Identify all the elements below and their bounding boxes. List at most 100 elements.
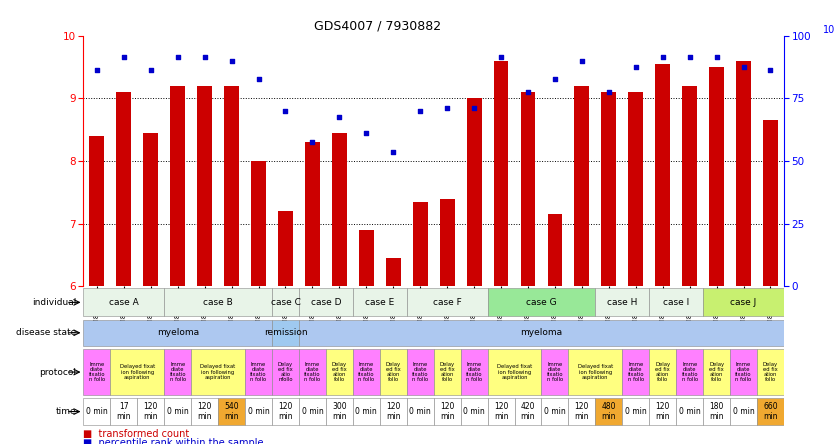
Text: Delay
ed fix
ation
follo: Delay ed fix ation follo (763, 362, 778, 382)
Text: Imme
diate
fixatio
n follo: Imme diate fixatio n follo (250, 362, 267, 382)
Bar (326, 398, 353, 425)
Text: Imme
diate
fixatio
n follo: Imme diate fixatio n follo (88, 362, 105, 382)
Bar (757, 398, 784, 425)
Bar (601, 92, 616, 286)
Bar (488, 398, 515, 425)
Bar (251, 161, 266, 286)
Bar (407, 398, 434, 425)
Text: case I: case I (663, 298, 690, 307)
Text: Imme
diate
fixatio
n follo: Imme diate fixatio n follo (169, 362, 186, 382)
Bar (649, 289, 703, 316)
Bar (386, 258, 400, 286)
Bar (83, 349, 110, 395)
Bar (649, 349, 676, 395)
Bar (299, 349, 326, 395)
Text: 0 min: 0 min (463, 407, 485, 416)
Text: 0 min: 0 min (302, 407, 324, 416)
Text: 120
min: 120 min (386, 402, 400, 421)
Point (737, 63, 751, 71)
Bar (299, 289, 353, 316)
Bar (703, 289, 784, 316)
Point (198, 54, 211, 61)
Text: 100%: 100% (822, 25, 834, 35)
Text: Imme
diate
fixatio
n follo: Imme diate fixatio n follo (627, 362, 644, 382)
Point (440, 104, 454, 111)
Text: Imme
diate
fixatio
n follo: Imme diate fixatio n follo (681, 362, 698, 382)
Text: 480
min: 480 min (601, 402, 616, 421)
Bar (757, 349, 784, 395)
Bar (117, 92, 131, 286)
Text: 0 min: 0 min (679, 407, 701, 416)
Text: 120
min: 120 min (656, 402, 670, 421)
Bar (628, 92, 643, 286)
Bar (138, 398, 164, 425)
Text: 0 min: 0 min (86, 407, 108, 416)
Bar (488, 349, 541, 395)
Text: ■  percentile rank within the sample: ■ percentile rank within the sample (83, 438, 264, 444)
Text: Delay
ed fix
ation
follo: Delay ed fix ation follo (709, 362, 724, 382)
Point (602, 88, 615, 95)
Bar (676, 398, 703, 425)
Bar (703, 398, 730, 425)
Point (171, 54, 184, 61)
Point (575, 57, 589, 64)
Text: Imme
diate
fixatio
n follo: Imme diate fixatio n follo (736, 362, 751, 382)
Bar (730, 398, 757, 425)
Bar (83, 320, 272, 346)
Text: protocol: protocol (39, 368, 77, 377)
Text: 120
min: 120 min (198, 402, 212, 421)
Bar (197, 86, 212, 286)
Bar (278, 211, 293, 286)
Bar (547, 214, 562, 286)
Bar (299, 398, 326, 425)
Text: 120
min: 120 min (494, 402, 508, 421)
Point (225, 57, 239, 64)
Text: myeloma: myeloma (157, 328, 198, 337)
Text: 0 min: 0 min (732, 407, 755, 416)
Bar (359, 230, 374, 286)
Text: Delayed fixat
ion following
aspiration: Delayed fixat ion following aspiration (200, 365, 236, 380)
Text: individual: individual (32, 298, 77, 307)
Point (306, 139, 319, 146)
Bar (763, 120, 778, 286)
Bar (515, 398, 541, 425)
Bar (703, 349, 730, 395)
Text: Delayed fixat
ion following
aspiration: Delayed fixat ion following aspiration (578, 365, 613, 380)
Text: Delayed fixat
ion following
aspiration: Delayed fixat ion following aspiration (119, 365, 155, 380)
Bar (83, 289, 164, 316)
Bar (110, 398, 138, 425)
Point (387, 148, 400, 155)
Text: time: time (56, 407, 77, 416)
Text: 0 min: 0 min (409, 407, 431, 416)
Bar (488, 289, 595, 316)
Text: ■  transformed count: ■ transformed count (83, 429, 189, 439)
Text: 180
min: 180 min (710, 402, 724, 421)
Text: 0 min: 0 min (544, 407, 565, 416)
Bar (569, 349, 622, 395)
Bar (305, 142, 319, 286)
Bar (353, 349, 379, 395)
Bar (379, 349, 407, 395)
Bar (272, 289, 299, 316)
Bar (245, 398, 272, 425)
Text: 120
min: 120 min (575, 402, 589, 421)
Bar (272, 398, 299, 425)
Text: 0 min: 0 min (167, 407, 188, 416)
Text: case J: case J (731, 298, 756, 307)
Text: 420
min: 420 min (520, 402, 535, 421)
Bar (434, 349, 460, 395)
Bar (656, 64, 670, 286)
Bar (682, 86, 697, 286)
Text: 0 min: 0 min (248, 407, 269, 416)
Bar (143, 133, 158, 286)
Bar (622, 398, 649, 425)
Text: case B: case B (203, 298, 233, 307)
Point (629, 63, 642, 71)
Bar (413, 202, 428, 286)
Text: 0 min: 0 min (625, 407, 646, 416)
Title: GDS4007 / 7930882: GDS4007 / 7930882 (314, 20, 441, 33)
Bar (353, 398, 379, 425)
Point (683, 54, 696, 61)
Bar (83, 398, 110, 425)
Bar (191, 398, 219, 425)
